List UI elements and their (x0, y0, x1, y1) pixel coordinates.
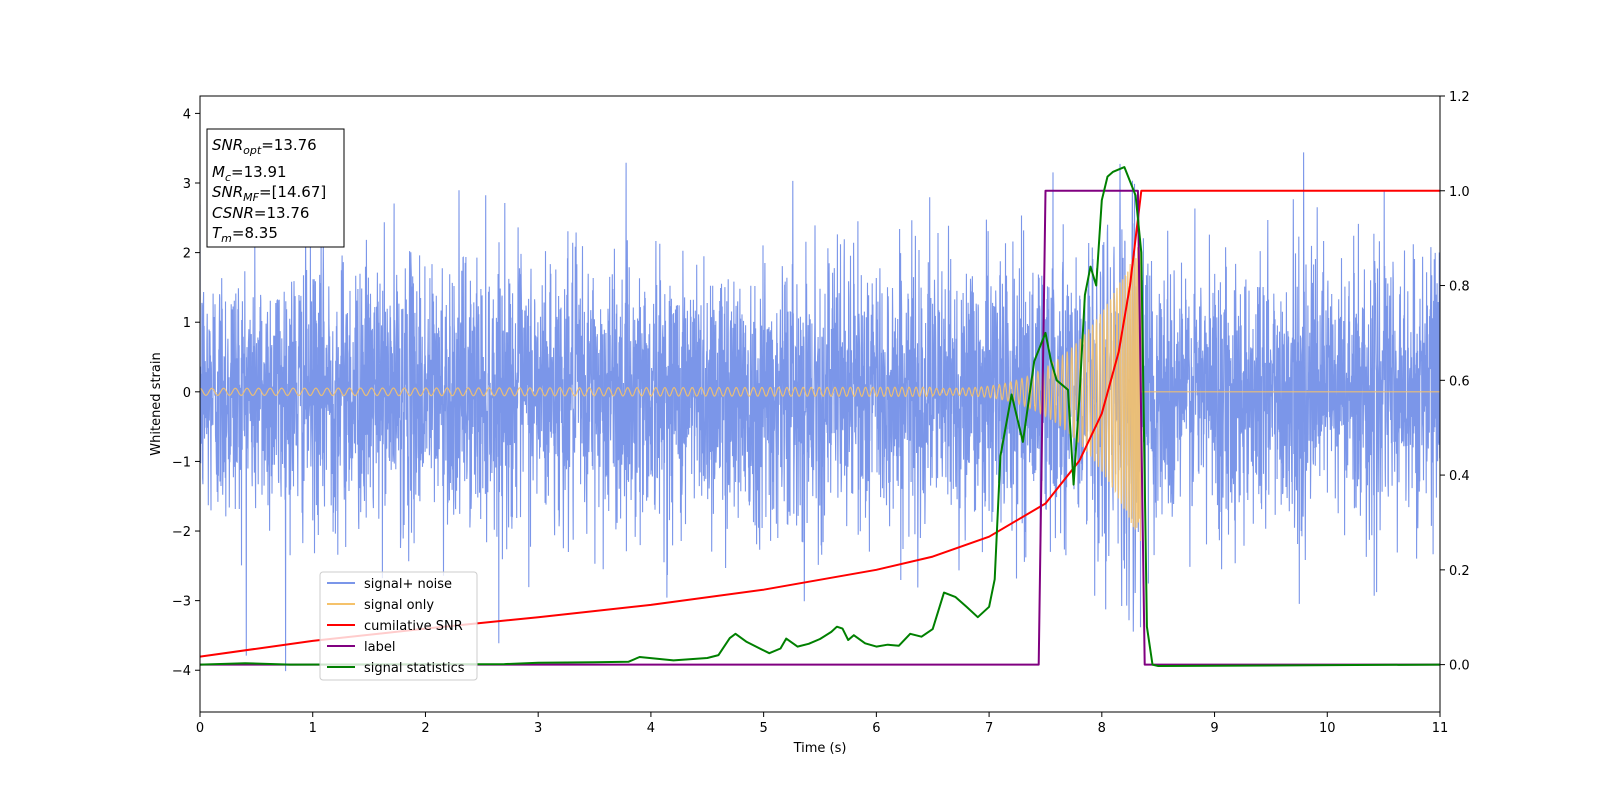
info-snr-opt: SNRopt=13.76 (212, 136, 317, 157)
legend: signal+ noise signal only cumilative SNR… (319, 571, 478, 681)
series-signal-noise (200, 152, 1440, 672)
series-label (200, 189, 1440, 666)
legend-label-signal-only: signal only (364, 598, 434, 613)
y2-tick-label: 1.0 (1449, 185, 1470, 200)
x-tick-label: 7 (985, 721, 993, 736)
x-tick-label: 5 (759, 721, 767, 736)
x-tick-label: 0 (196, 721, 204, 736)
series-signal-only (200, 241, 1440, 542)
y2-tick-label: 0.8 (1449, 280, 1470, 295)
info-mc: Mc=13.91 (212, 163, 287, 184)
y-tick-label: 3 (183, 177, 191, 192)
legend-label-cumulative-snr: cumilative SNR (364, 619, 463, 634)
y-tick-label: −1 (172, 455, 191, 470)
x-tick-label: 6 (872, 721, 880, 736)
y2-tick-label: 0.0 (1449, 659, 1470, 674)
x-tick-label: 10 (1319, 721, 1336, 736)
y-axis-label: Whitened strain (149, 352, 164, 455)
y-tick-label: 2 (183, 247, 191, 262)
y2-tick-label: 0.6 (1449, 374, 1470, 389)
plot-frame (199, 95, 1441, 713)
x-tick-label: 9 (1210, 721, 1218, 736)
info-snr-mf: SNRMF=[14.67] (212, 183, 326, 204)
info-csnr: CSNR=13.76 (212, 204, 309, 222)
legend-label-signal-noise: signal+ noise (364, 577, 452, 592)
y-tick-label: 4 (183, 107, 191, 122)
x-tick-label: 11 (1432, 721, 1449, 736)
y-tick-label: −3 (172, 595, 191, 610)
y2-tick-label: 0.4 (1449, 469, 1470, 484)
y2-tick-label: 0.2 (1449, 564, 1470, 579)
legend-label-label: label (364, 640, 395, 655)
series-signal-statistics (200, 166, 1440, 667)
x-tick-label: 1 (309, 721, 317, 736)
x-axis: 0 1 2 3 4 5 6 7 8 9 10 11 (196, 712, 1448, 736)
y-tick-label: 0 (183, 386, 191, 401)
y-tick-label: −4 (172, 664, 191, 679)
info-tm: Tm=8.35 (212, 224, 278, 245)
y-axis-left: −4 −3 −2 −1 0 1 2 3 4 (172, 107, 200, 679)
x-tick-label: 4 (647, 721, 655, 736)
y-tick-label: 1 (183, 316, 191, 331)
x-axis-label: Time (s) (793, 741, 847, 756)
y-tick-label: −2 (172, 525, 191, 540)
x-tick-label: 2 (421, 721, 429, 736)
series-layer (200, 152, 1440, 672)
y-axis-right: 0.0 0.2 0.4 0.6 0.8 1.0 1.2 (1440, 90, 1470, 674)
legend-label-signal-statistics: signal statistics (364, 661, 465, 676)
x-tick-label: 8 (1098, 721, 1106, 736)
series-cumulative-snr (200, 189, 1440, 658)
y2-tick-label: 1.2 (1449, 90, 1470, 105)
x-tick-label: 3 (534, 721, 542, 736)
info-box: SNRopt=13.76 Mc=13.91 SNRMF=[14.67] CSNR… (206, 128, 345, 248)
